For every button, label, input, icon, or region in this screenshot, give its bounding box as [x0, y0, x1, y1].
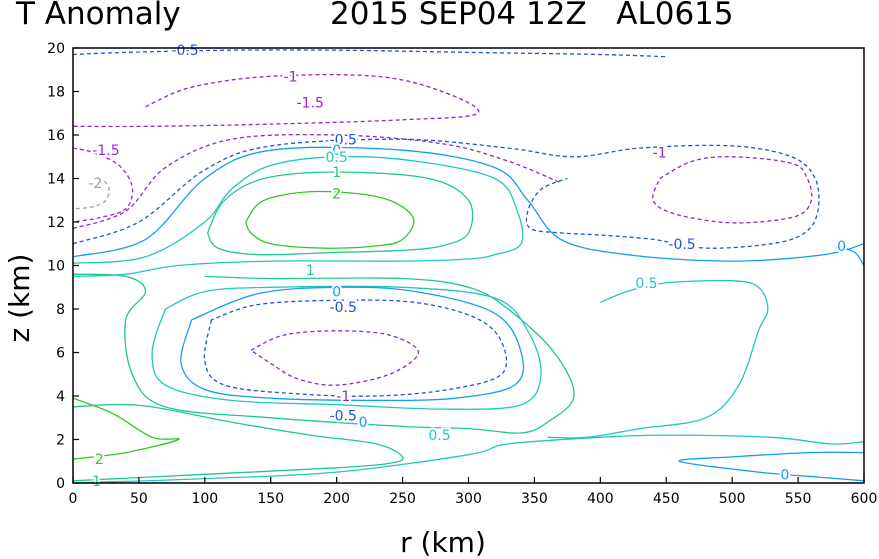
contour-line-level--1 — [652, 156, 813, 224]
chart-title-left: T Anomaly — [16, 0, 181, 32]
plot-frame — [72, 47, 865, 484]
x-tick-label: 550 — [785, 491, 812, 507]
contour-line-level-0p5 — [73, 434, 864, 483]
contour-label: -1 — [284, 69, 298, 85]
y-tick-label: 18 — [47, 85, 65, 101]
contour-label: -1.5 — [92, 143, 119, 159]
contour-line-level-0p5 — [151, 285, 542, 410]
contour-layer — [73, 49, 864, 483]
x-axis-ticks: 0 50 100 150 200 250 300 350 400 450 500 550 600 — [69, 477, 878, 507]
contour-label: 0 — [837, 239, 846, 255]
contour-label: -2 — [88, 176, 102, 192]
contour-label: -0.5 — [330, 300, 357, 316]
contour-label: 2 — [95, 452, 104, 468]
contour-label: 0 — [359, 415, 368, 431]
contour-line-level-0 — [180, 286, 525, 402]
contour-line-level-0 — [678, 451, 864, 482]
contour-line-level-0 — [73, 146, 864, 262]
x-tick-label: 150 — [257, 491, 284, 507]
contour-label: 0.5 — [428, 428, 450, 444]
y-tick-label: 6 — [56, 346, 65, 362]
contour-label: -0.5 — [171, 43, 198, 59]
contour-line-level--1 — [250, 330, 420, 386]
contour-label: 2 — [332, 187, 341, 203]
x-tick-label: 500 — [719, 491, 746, 507]
y-tick-label: 14 — [47, 172, 65, 188]
contour-label: 0 — [780, 467, 789, 483]
x-tick-label: 0 — [69, 491, 78, 507]
y-tick-label: 12 — [47, 215, 65, 231]
contour-line-level-1 — [73, 403, 404, 482]
contour-line-level--1p5 — [73, 147, 134, 223]
x-tick-label: 300 — [455, 491, 482, 507]
y-tick-label: 0 — [56, 476, 65, 492]
y-tick-label: 8 — [56, 302, 65, 318]
x-tick-label: 50 — [130, 491, 148, 507]
x-tick-label: 450 — [653, 491, 680, 507]
y-tick-label: 16 — [47, 128, 65, 144]
x-tick-label: 350 — [521, 491, 548, 507]
contour-line-level-2 — [245, 190, 415, 249]
contour-label: 1 — [92, 474, 101, 490]
y-tick-label: 10 — [47, 259, 65, 275]
contour-line-level--0p5 — [73, 138, 820, 249]
contour-label: 0 — [332, 285, 341, 301]
x-tick-label: 400 — [587, 491, 614, 507]
y-axis-ticks: 0 2 4 6 8 10 12 14 16 18 20 — [47, 41, 79, 492]
contour-label: -1.5 — [297, 95, 324, 111]
contour-label: 0 — [332, 143, 341, 159]
y-tick-label: 20 — [47, 41, 65, 57]
contour-label: -1 — [336, 389, 350, 405]
y-tick-label: 4 — [56, 389, 65, 405]
contour-label: 1 — [306, 263, 315, 279]
x-tick-label: 200 — [323, 491, 350, 507]
contour-line-level--1 — [73, 73, 480, 128]
chart-title-right: 2015 SEP04 12Z AL0615 — [330, 0, 734, 32]
x-axis-label: r (km) — [400, 526, 486, 559]
x-tick-label: 250 — [389, 491, 416, 507]
y-tick-label: 2 — [56, 433, 65, 449]
contour-line-level--0p5 — [73, 49, 667, 58]
contour-label: -0.5 — [330, 132, 357, 148]
contour-line-level-0p5 — [73, 155, 524, 278]
contour-line-level--2 — [73, 175, 110, 210]
contour-label: 0.5 — [326, 150, 348, 166]
contour-line-level-1 — [73, 273, 575, 434]
x-tick-label: 100 — [191, 491, 218, 507]
contour-line-level-1 — [206, 171, 474, 256]
contour-label: -0.5 — [668, 237, 695, 253]
x-tick-label: 600 — [851, 491, 878, 507]
contour-label: 0.5 — [635, 276, 657, 292]
contour-line-level-0p5 — [547, 279, 769, 439]
contour-label: -1 — [653, 145, 667, 161]
y-axis-label: z (km) — [3, 254, 36, 343]
contour-line-level--1 — [73, 133, 562, 230]
contour-label: 1 — [332, 165, 341, 181]
contour-line-level-0 — [837, 245, 864, 266]
contour-line-level-2 — [73, 397, 180, 460]
contour-label: -0.5 — [330, 409, 357, 425]
contour-line-level--0p5 — [203, 299, 508, 397]
